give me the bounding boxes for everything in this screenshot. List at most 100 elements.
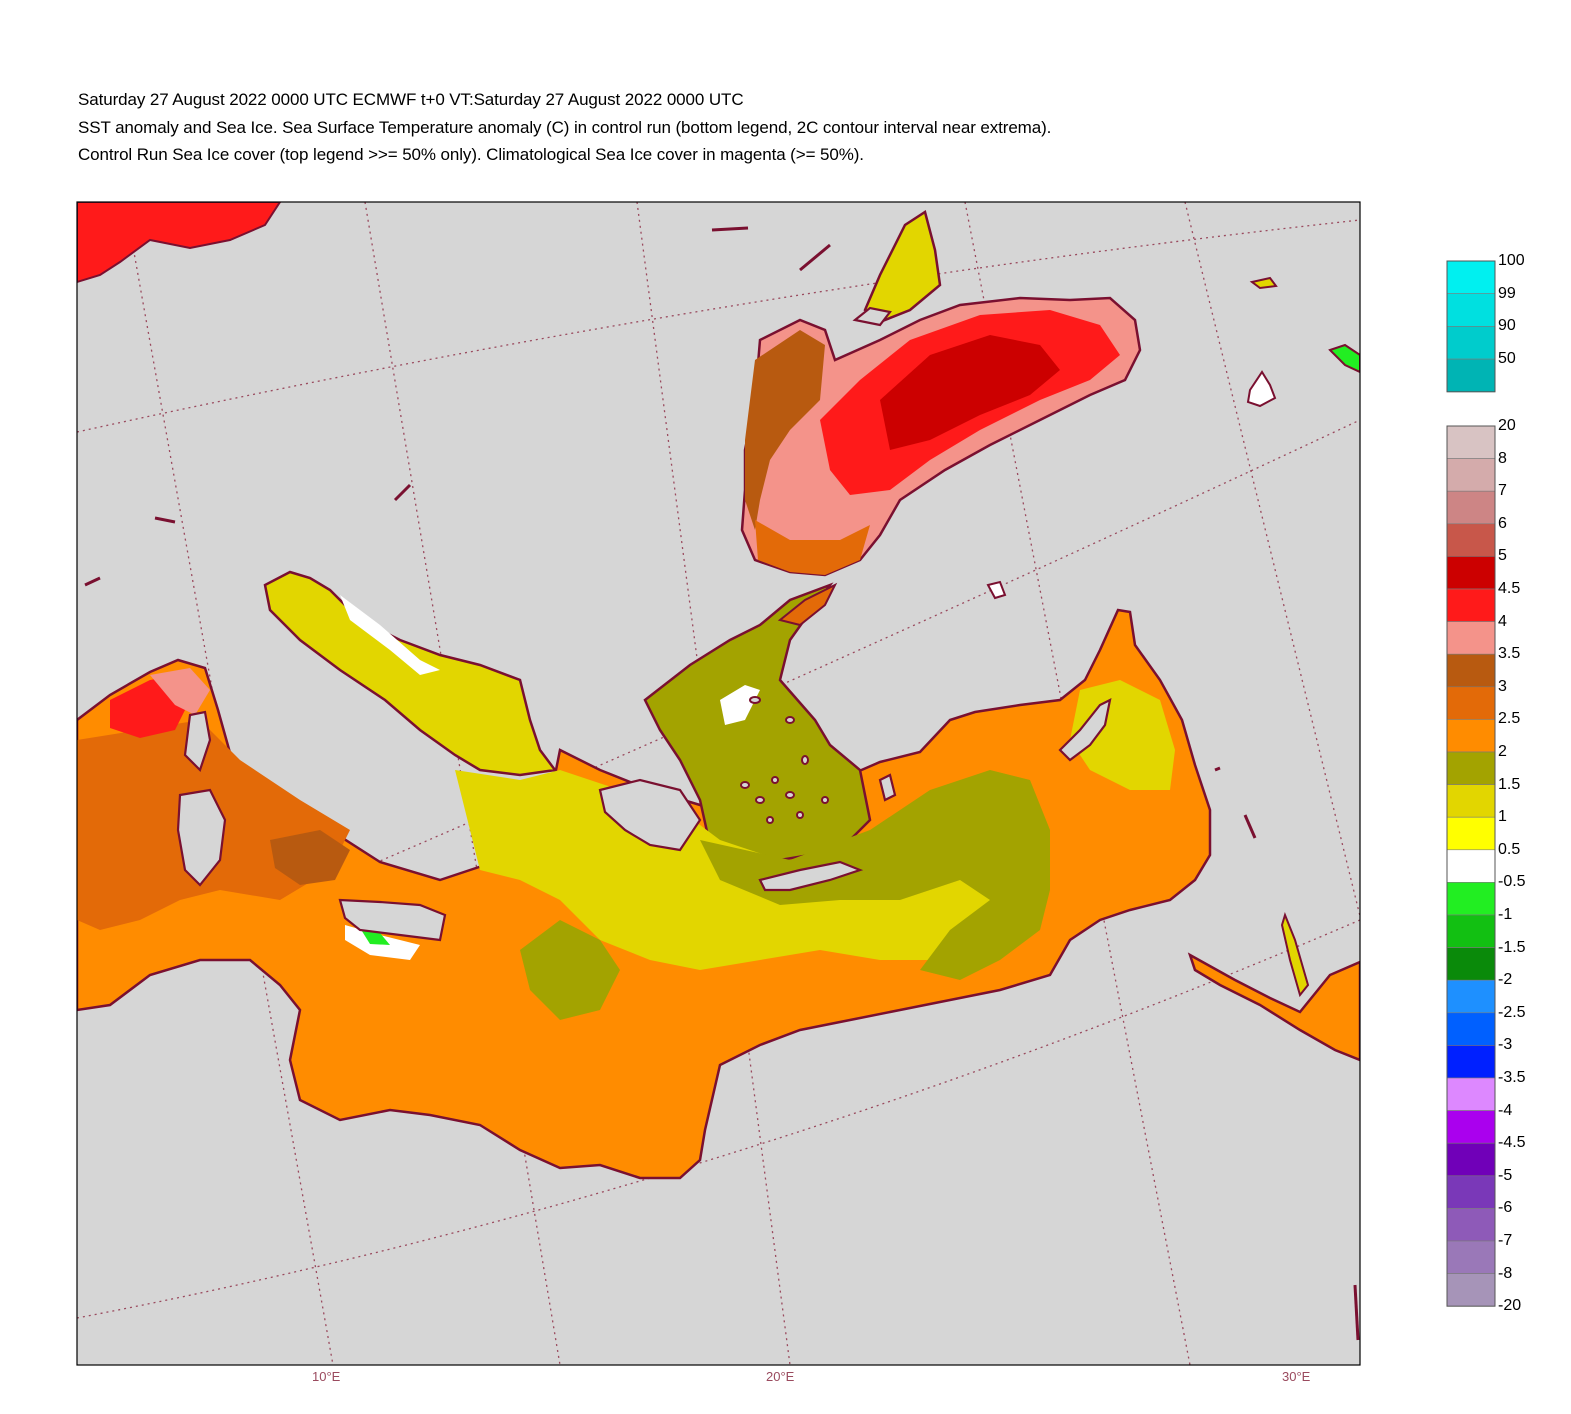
inland-water-features	[84, 226, 1360, 1341]
islands	[176, 306, 1112, 942]
anomaly-belt-olive	[700, 770, 1050, 980]
sst-legend-swatch	[1446, 556, 1496, 590]
sst-legend-swatch	[1446, 490, 1496, 525]
ice-legend-swatch	[1446, 260, 1496, 295]
longitude-label-30e: 30°E	[1282, 1369, 1311, 1384]
sst-legend-swatch	[1446, 653, 1496, 688]
anomaly-patch-aegean-white	[720, 685, 760, 725]
sst-legend-label: -4.5	[1498, 1134, 1526, 1152]
sea-adriatic	[263, 570, 558, 777]
ice-legend-label: 90	[1498, 317, 1516, 335]
lake-caspian-edge	[1328, 343, 1360, 374]
lake-tuz	[986, 580, 1007, 600]
sst-legend-label: 2	[1498, 743, 1507, 760]
sst-legend-label: -3	[1498, 1036, 1513, 1054]
sea-azov	[863, 210, 942, 324]
sst-legend-swatch	[1446, 1273, 1496, 1307]
sst-legend-label: -2.5	[1498, 1003, 1526, 1021]
sst-legend-swatch	[1446, 425, 1496, 459]
sst-legend-label: -6	[1498, 1199, 1513, 1217]
island-crimea	[852, 306, 892, 327]
island-greece-peloponnese	[598, 778, 702, 852]
sst-legend-label: 8	[1498, 449, 1507, 467]
ice-legend-label: 100	[1498, 252, 1525, 269]
sst-legend-label: 3.5	[1498, 645, 1521, 663]
map-contents	[77, 202, 1360, 1365]
anomaly-black-brown	[745, 330, 825, 530]
anomaly-black-darkred	[880, 335, 1060, 450]
sst-legend-label: 5	[1498, 547, 1507, 565]
map-frame	[76, 201, 1361, 1366]
sst-legend-label: -4	[1498, 1101, 1513, 1119]
sst-legend-swatch	[1446, 979, 1496, 1014]
sst-legend-swatch	[1446, 686, 1496, 720]
sst-legend-swatch	[1446, 719, 1496, 753]
sst-legend-swatch	[1446, 523, 1496, 557]
sst-legend-swatch	[1446, 458, 1496, 492]
sst-legend-label: -2	[1498, 971, 1513, 989]
island-crete	[758, 860, 864, 892]
island-cyprus	[1058, 698, 1112, 762]
sst-legend-label: 4.5	[1498, 580, 1521, 597]
sst-legend-swatch	[1446, 1208, 1496, 1242]
sst-legend	[1446, 425, 1496, 1307]
anomaly-patch-ligurian-pink	[150, 668, 210, 715]
sst-legend-swatch	[1446, 751, 1496, 785]
ice-legend-swatch	[1446, 293, 1496, 327]
sst-legend-swatch	[1446, 882, 1496, 916]
longitude-label-10e: 10°E	[312, 1369, 341, 1384]
sst-legend-swatch	[1446, 849, 1496, 883]
sst-legend-label: -20	[1498, 1297, 1522, 1315]
sst-legend-label: -3.5	[1498, 1069, 1526, 1086]
sst-legend-label: 7	[1498, 482, 1507, 500]
anomaly-patch-ionian-olive	[520, 920, 620, 1020]
sst-legend-label: 1.5	[1498, 775, 1521, 793]
ice-legend	[1446, 260, 1496, 393]
sst-legend-label: 4	[1498, 612, 1507, 630]
ice-legend-frame	[1446, 260, 1496, 393]
ice-legend-label: 50	[1498, 350, 1516, 368]
sea-red	[1187, 952, 1360, 1062]
header-line-3: Control Run Sea Ice cover (top legend >>…	[78, 145, 864, 164]
sea-aegean	[643, 582, 872, 862]
sst-legend-label: -1	[1498, 906, 1513, 923]
longitude-label-20e: 20°E	[766, 1369, 795, 1384]
anomaly-black-south-orange	[755, 520, 870, 575]
sst-legend-swatch	[1446, 1142, 1496, 1177]
sst-legend-swatch	[1446, 914, 1496, 948]
sst-legend-swatch	[1446, 588, 1496, 622]
map-header: Saturday 27 August 2022 0000 UTC ECMWF t…	[78, 86, 1378, 169]
sst-legend-swatch	[1446, 1045, 1496, 1079]
sst-legend-label: 2.5	[1498, 710, 1521, 728]
sea-gulf-suez	[1280, 911, 1310, 998]
island-sardinia	[176, 788, 227, 887]
sst-legend-label: -0.5	[1498, 873, 1526, 891]
island-corsica	[183, 710, 212, 773]
sst-legend-swatch	[1446, 947, 1496, 981]
island-sicily	[338, 898, 447, 942]
sst-legend-label: -8	[1498, 1264, 1513, 1282]
sst-legend-label: -1.5	[1498, 938, 1526, 956]
sst-legend-label: 20	[1498, 417, 1516, 434]
sea-marmara	[777, 582, 838, 627]
header-line-2: SST anomaly and Sea Ice. Sea Surface Tem…	[78, 117, 1052, 137]
sst-legend-label: 1	[1498, 808, 1507, 826]
lake-van	[1246, 370, 1277, 408]
sst-legend-swatch	[1446, 621, 1496, 655]
sst-legend-label: -5	[1498, 1166, 1513, 1184]
sst-legend-label: 3	[1498, 677, 1507, 695]
sst-legend-swatch	[1446, 1012, 1496, 1046]
aegean-islets	[740, 696, 829, 824]
anomaly-patch-tyrrhenian	[270, 830, 350, 885]
anomaly-patch-sicily-green	[360, 928, 390, 945]
island-rhodes	[878, 773, 897, 802]
sst-legend-swatch	[1446, 816, 1496, 851]
ice-legend-label: 99	[1498, 284, 1516, 302]
ice-legend-swatch	[1446, 326, 1496, 360]
header-line-1: Saturday 27 August 2022 0000 UTC ECMWF t…	[78, 90, 744, 109]
sst-legend-swatch	[1446, 1240, 1496, 1274]
sst-legend-frame	[1446, 425, 1496, 1307]
sst-legend-swatch	[1446, 1110, 1496, 1144]
sea-north-west-corner	[77, 202, 282, 284]
